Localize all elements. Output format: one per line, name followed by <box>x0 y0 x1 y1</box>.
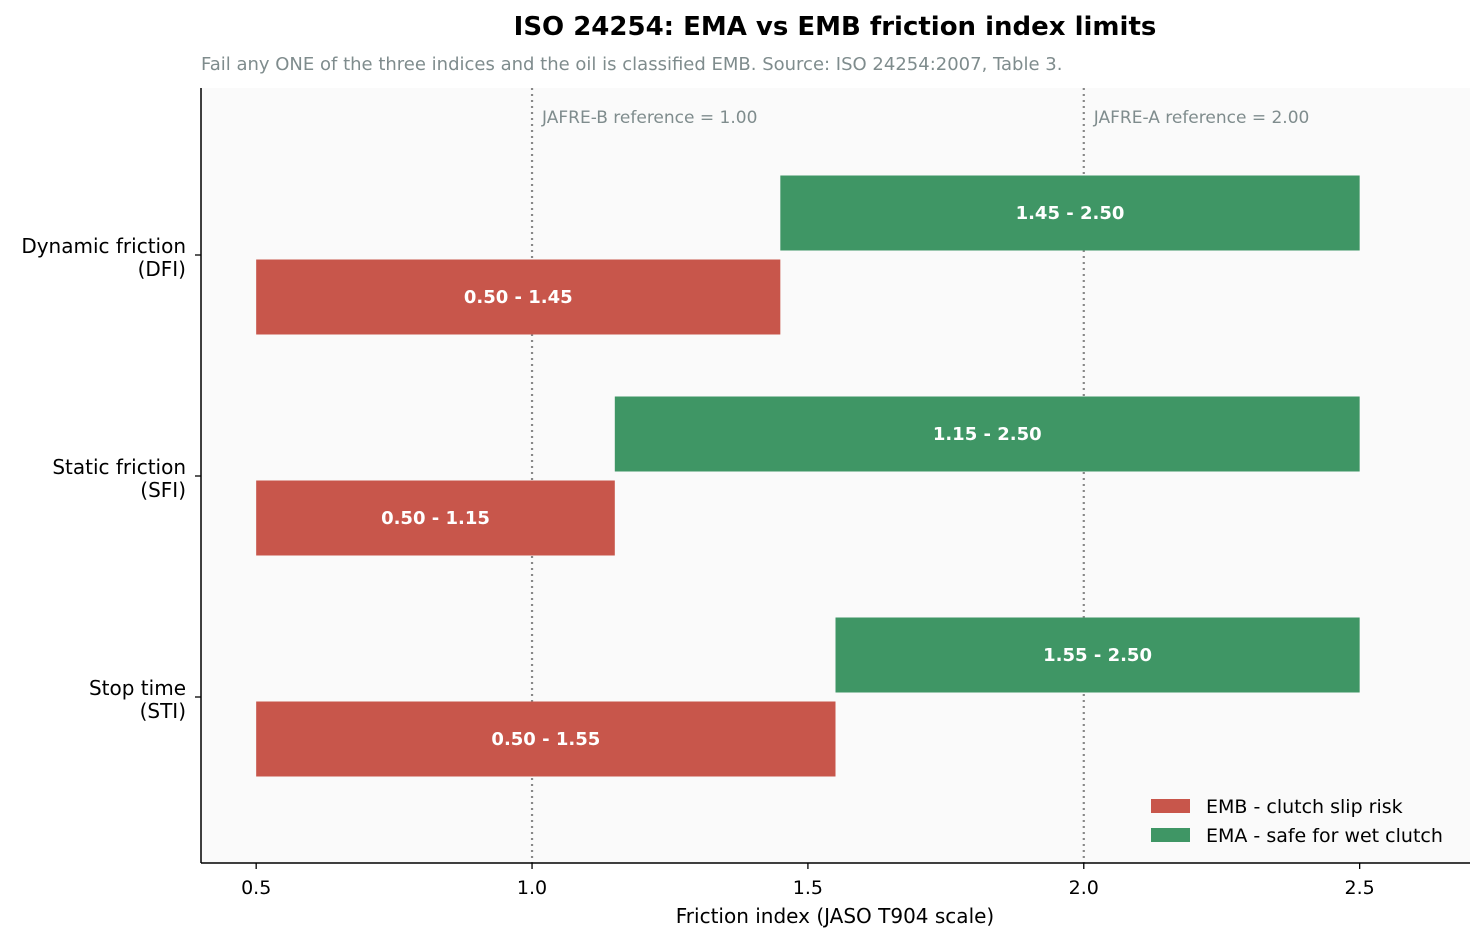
y-tick-label: Stop time (STI) <box>89 676 186 723</box>
bar-ema-2 <box>614 396 1360 472</box>
x-tick-label: 2.5 <box>1345 877 1375 899</box>
bar-ema-1 <box>780 175 1360 251</box>
bar-ema-3 <box>835 617 1360 693</box>
x-tick-label: 2.0 <box>1069 877 1099 899</box>
bar-emb-3 <box>256 701 836 777</box>
y-tick-label: Dynamic friction (DFI) <box>21 234 186 281</box>
reference-line-label-1: JAFRE-B reference = 1.00 <box>541 108 757 128</box>
reference-lines: JAFRE-B reference = 1.00 JAFRE-A referenc… <box>530 88 1310 863</box>
y-tick-label: Static friction (SFI) <box>52 455 186 502</box>
chart-subtitle: Fail any ONE of the three indices and th… <box>201 54 1062 75</box>
legend-label-ema: EMA - safe for wet clutch <box>1206 825 1443 847</box>
x-tick-label: 1.0 <box>517 877 547 899</box>
legend-label-emb: EMB - clutch slip risk <box>1206 796 1403 818</box>
bar-emb-2 <box>256 480 615 556</box>
x-tick-label: 1.5 <box>793 877 823 899</box>
bars-group: 0.50 - 1.45 0.50 - 1.15 0.50 - 1.55 1.45 - … <box>256 175 1360 777</box>
legend-swatch-emb <box>1151 799 1190 813</box>
legend: EMB - clutch slip risk EMA - safe for wet… <box>1151 796 1443 847</box>
bar-label-ema-1: 1.45 - 2.50 <box>1016 203 1125 224</box>
x-axis-ticks: 0.5 1.0 1.5 2.0 2.5 <box>241 863 1375 899</box>
chart-title: ISO 24254: EMA vs EMB friction index lim… <box>514 12 1157 42</box>
bar-label-emb-1: 0.50 - 1.45 <box>464 287 573 308</box>
bar-label-ema-2: 1.15 - 2.50 <box>933 424 1042 445</box>
legend-swatch-ema <box>1151 828 1190 842</box>
bar-label-emb-2: 0.50 - 1.15 <box>381 508 490 529</box>
x-tick-label: 0.5 <box>241 877 271 899</box>
bar-label-emb-3: 0.50 - 1.55 <box>491 729 600 750</box>
bar-label-ema-3: 1.55 - 2.50 <box>1043 645 1152 666</box>
bar-emb-1 <box>256 259 781 335</box>
reference-line-label-2: JAFRE-A reference = 2.00 <box>1093 108 1310 128</box>
y-axis-ticks: Dynamic friction (DFI) Static friction (SFI… <box>21 234 201 723</box>
x-axis-label: Friction index (JASO T904 scale) <box>676 904 994 928</box>
